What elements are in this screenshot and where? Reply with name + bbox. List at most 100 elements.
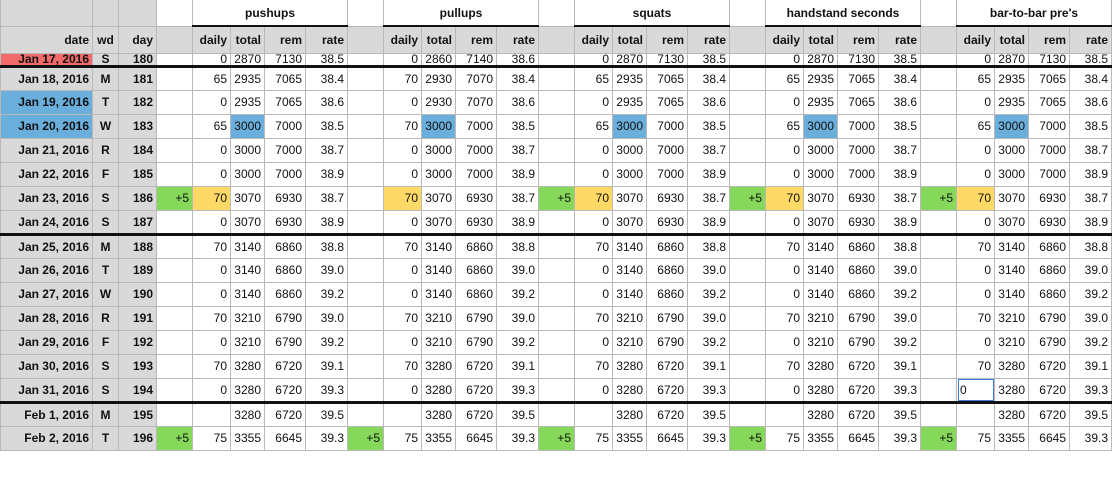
total-cell[interactable]: 3000 xyxy=(421,113,456,139)
date-cell[interactable]: Jan 20, 2016 xyxy=(0,113,93,139)
rem-cell[interactable]: 6790 xyxy=(264,329,306,355)
increment-cell[interactable] xyxy=(156,401,193,427)
daily-cell[interactable]: 75 xyxy=(765,425,804,451)
increment-cell[interactable] xyxy=(729,233,766,259)
rate-cell[interactable]: 38.6 xyxy=(687,89,730,115)
rate-cell[interactable]: 39.0 xyxy=(496,305,539,331)
total-cell[interactable]: 3070 xyxy=(612,185,647,211)
rate-cell[interactable]: 38.7 xyxy=(496,137,539,163)
daily-cell[interactable]: 0 xyxy=(192,281,231,307)
increment-cell[interactable] xyxy=(156,281,193,307)
rem-cell[interactable]: 6860 xyxy=(837,257,879,283)
total-cell[interactable]: 3280 xyxy=(230,401,265,427)
group-title[interactable]: pullups xyxy=(383,0,539,27)
increment-cell[interactable] xyxy=(729,353,766,379)
rem-cell[interactable]: 6720 xyxy=(646,353,688,379)
day-number-cell[interactable]: 190 xyxy=(118,281,157,307)
daily-cell[interactable]: 0 xyxy=(956,209,995,236)
total-cell[interactable]: 3210 xyxy=(230,329,265,355)
rate-cell[interactable]: 39.1 xyxy=(496,353,539,379)
rem-cell[interactable]: 6720 xyxy=(646,401,688,427)
rem-cell[interactable]: 6860 xyxy=(1028,257,1070,283)
increment-cell[interactable] xyxy=(347,305,384,331)
daily-cell[interactable]: 75 xyxy=(383,425,422,451)
column-header-rem[interactable]: rem xyxy=(455,25,497,54)
date-cell[interactable]: Jan 23, 2016 xyxy=(0,185,93,211)
increment-cell[interactable] xyxy=(156,52,193,68)
daily-cell[interactable]: 70 xyxy=(574,305,613,331)
rate-cell[interactable]: 38.7 xyxy=(878,137,921,163)
total-cell[interactable]: 2935 xyxy=(803,65,838,91)
rate-cell[interactable]: 38.7 xyxy=(305,185,348,211)
increment-cell[interactable] xyxy=(538,209,575,236)
weekday-cell[interactable]: T xyxy=(92,89,119,115)
increment-cell[interactable] xyxy=(347,377,384,404)
weekday-cell[interactable]: M xyxy=(92,233,119,259)
increment-cell[interactable] xyxy=(538,257,575,283)
daily-cell[interactable]: 0 xyxy=(383,209,422,236)
daily-cell[interactable]: 70 xyxy=(383,233,422,259)
rem-cell[interactable]: 6790 xyxy=(455,305,497,331)
total-cell[interactable]: 3140 xyxy=(230,257,265,283)
rem-cell[interactable]: 7065 xyxy=(264,89,306,115)
column-header-plus[interactable] xyxy=(538,25,575,54)
daily-cell[interactable]: 0 xyxy=(383,281,422,307)
increment-cell[interactable] xyxy=(729,209,766,236)
column-header-wd[interactable]: wd xyxy=(92,25,119,54)
column-header-daily[interactable]: daily xyxy=(383,25,422,54)
rate-cell[interactable]: 39.3 xyxy=(1069,377,1112,404)
daily-cell[interactable]: 65 xyxy=(956,113,995,139)
rate-cell[interactable]: 38.7 xyxy=(305,137,348,163)
rate-cell[interactable]: 39.3 xyxy=(496,425,539,451)
daily-cell[interactable]: 65 xyxy=(765,113,804,139)
increment-cell[interactable] xyxy=(156,329,193,355)
increment-cell[interactable] xyxy=(156,89,193,115)
increment-cell[interactable] xyxy=(538,137,575,163)
rem-cell[interactable]: 6860 xyxy=(455,281,497,307)
rate-cell[interactable]: 39.0 xyxy=(878,305,921,331)
column-header-daily[interactable]: daily xyxy=(192,25,231,54)
rem-cell[interactable]: 6645 xyxy=(837,425,879,451)
rate-cell[interactable]: 38.5 xyxy=(687,113,730,139)
weekday-cell[interactable]: S xyxy=(92,209,119,236)
increment-cell[interactable]: +5 xyxy=(538,425,575,451)
rate-cell[interactable]: 39.3 xyxy=(305,425,348,451)
rem-cell[interactable]: 6930 xyxy=(646,209,688,236)
daily-cell[interactable] xyxy=(765,401,804,427)
rem-cell[interactable]: 6720 xyxy=(455,353,497,379)
rate-cell[interactable]: 39.2 xyxy=(687,329,730,355)
rem-cell[interactable]: 6860 xyxy=(646,257,688,283)
date-cell[interactable]: Jan 22, 2016 xyxy=(0,161,93,187)
daily-cell[interactable]: 0 xyxy=(956,329,995,355)
rate-cell[interactable]: 39.1 xyxy=(687,353,730,379)
rate-cell[interactable]: 38.6 xyxy=(496,52,539,68)
daily-cell[interactable]: 0 xyxy=(956,137,995,163)
rem-cell[interactable]: 7000 xyxy=(837,137,879,163)
increment-cell[interactable] xyxy=(920,65,957,91)
total-cell[interactable]: 3000 xyxy=(803,113,838,139)
increment-cell[interactable] xyxy=(538,52,575,68)
daily-cell[interactable]: 70 xyxy=(192,185,231,211)
rem-cell[interactable]: 6790 xyxy=(646,329,688,355)
column-header-rate[interactable]: rate xyxy=(1069,25,1112,54)
total-cell[interactable]: 3140 xyxy=(230,281,265,307)
rate-cell[interactable]: 39.3 xyxy=(496,377,539,404)
weekday-cell[interactable]: W xyxy=(92,281,119,307)
increment-cell[interactable]: +5 xyxy=(729,425,766,451)
total-cell[interactable]: 3280 xyxy=(994,401,1029,427)
total-cell[interactable]: 3070 xyxy=(994,185,1029,211)
rem-cell[interactable]: 7000 xyxy=(646,113,688,139)
total-cell[interactable]: 3000 xyxy=(612,137,647,163)
rem-cell[interactable]: 6860 xyxy=(264,257,306,283)
rate-cell[interactable]: 38.9 xyxy=(687,209,730,236)
column-header-total[interactable]: total xyxy=(612,25,647,54)
rem-cell[interactable]: 7000 xyxy=(1028,161,1070,187)
daily-cell[interactable]: 0 xyxy=(956,89,995,115)
rem-cell[interactable]: 6930 xyxy=(837,209,879,236)
total-cell[interactable]: 3280 xyxy=(421,377,456,404)
increment-cell[interactable] xyxy=(347,161,384,187)
increment-cell[interactable] xyxy=(920,52,957,68)
weekday-cell[interactable]: F xyxy=(92,161,119,187)
rem-cell[interactable]: 7000 xyxy=(646,137,688,163)
daily-cell[interactable]: 70 xyxy=(574,185,613,211)
